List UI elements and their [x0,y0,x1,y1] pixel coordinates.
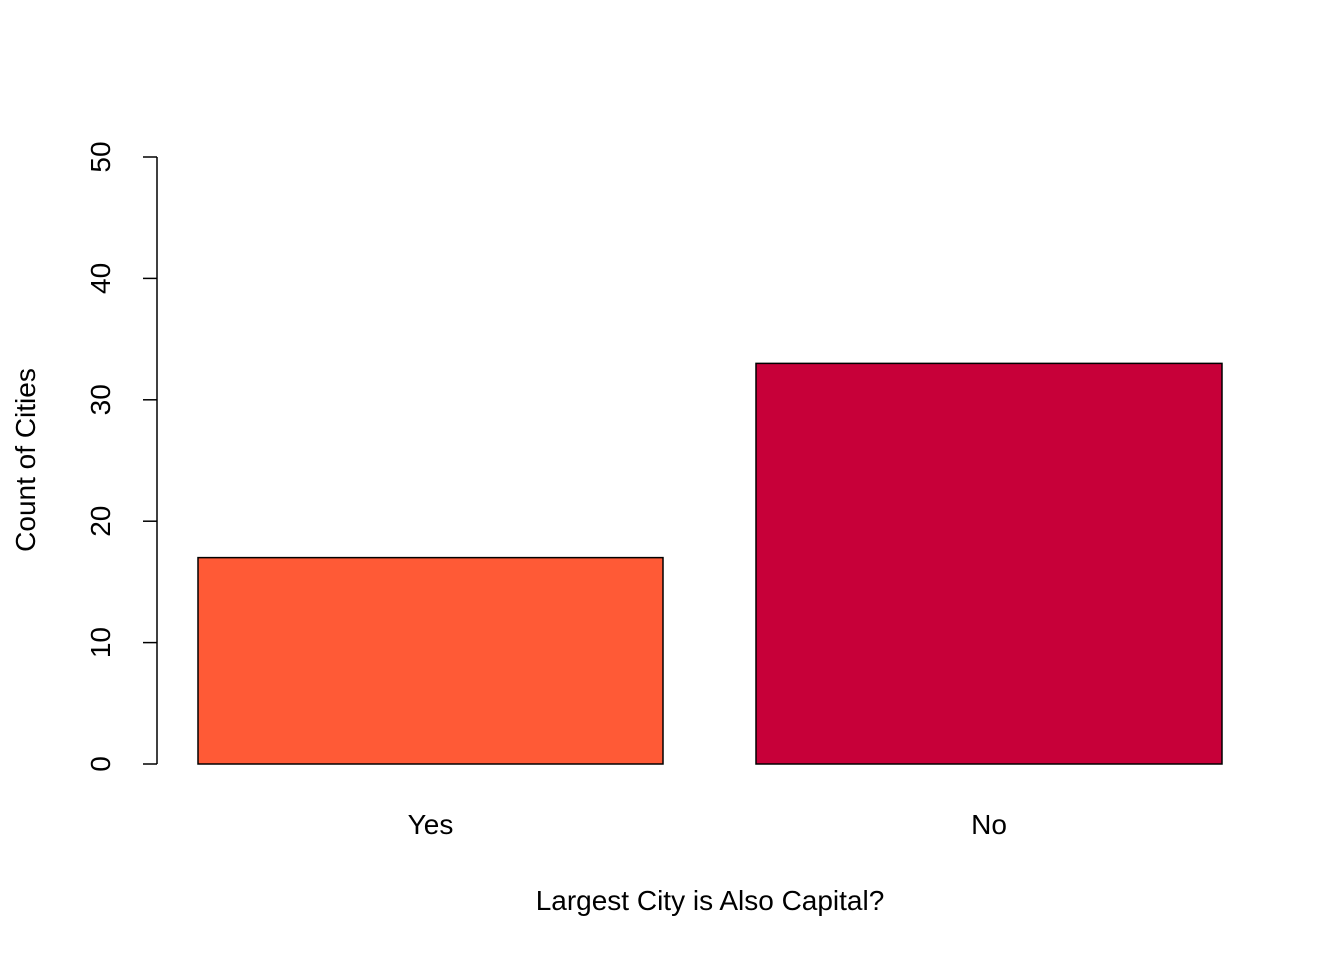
x-axis-title: Largest City is Also Capital? [536,885,885,916]
bars [197,362,1223,765]
y-tick-label: 40 [85,263,116,294]
y-tick-label: 10 [85,627,116,658]
y-tick-label: 0 [85,756,116,772]
bar-no [755,362,1223,765]
y-axis: 0 10 20 30 40 50 [85,141,158,772]
y-tick-label: 30 [85,384,116,415]
category-label: Yes [408,809,454,840]
y-tick-label: 50 [85,141,116,172]
y-axis-title: Count of Cities [10,368,41,552]
category-label: No [971,809,1007,840]
category-labels: Yes No [408,809,1007,840]
y-tick-label: 20 [85,506,116,537]
bar-yes [197,556,664,765]
